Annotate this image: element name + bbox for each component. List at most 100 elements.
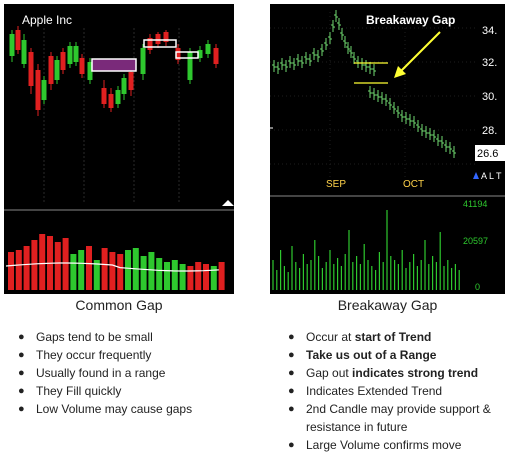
price-label-text: 26.6	[477, 148, 498, 160]
volume-bar	[117, 254, 124, 290]
candle-body	[197, 50, 203, 58]
candle-body	[87, 62, 93, 80]
volume-bar	[93, 260, 100, 290]
gap-box-3	[175, 51, 199, 59]
volume-bar	[78, 250, 85, 290]
breakaway-gap-svg: Breakaway Gap 34.32.30.28. 26.6 SEP OCT …	[270, 10, 505, 292]
price-label-box	[475, 145, 505, 161]
left-caption: Common Gap	[75, 297, 163, 313]
list-item: ● They occur frequently	[18, 348, 152, 362]
right-y-axis-ticks: 34. 32. 30. 28.	[482, 25, 497, 137]
candle-body	[108, 94, 114, 108]
candle-body	[121, 78, 127, 94]
gap-arrow-head	[394, 66, 406, 78]
volume-bar	[156, 258, 163, 290]
breakaway-gap-bullets: ● Occur at start of Trend ● Take us out of…	[280, 328, 508, 454]
left-gap-markers	[91, 39, 199, 72]
candle-body	[54, 60, 60, 80]
candle-body	[79, 58, 85, 74]
corner-label: A L T	[481, 171, 502, 181]
left-candles	[9, 26, 219, 116]
list-item: ● Take us out of a Range	[288, 348, 437, 362]
list-item: ● 2nd Candle may provide support & resist…	[288, 402, 491, 434]
candle-body	[48, 56, 54, 84]
list-item: ● Usually found in a range	[18, 366, 166, 380]
corner-blue-arrow	[473, 172, 479, 179]
common-gap-bullets: ● Gaps tend to be small ● They occur frequ…	[10, 328, 250, 418]
vol-tick-high: 41194	[463, 199, 487, 209]
volume-bar	[164, 262, 170, 290]
left-volume-average	[5, 262, 219, 272]
list-item: ● They Fill quickly	[18, 384, 122, 398]
list-item: ● Large Volume confirms move	[288, 438, 462, 452]
volume-bar	[140, 256, 147, 290]
volume-bar	[15, 250, 22, 290]
candle-body	[28, 52, 34, 86]
volume-bar	[179, 264, 186, 290]
candle-body	[73, 46, 79, 62]
common-gap-svg: Apple Inc	[4, 13, 234, 290]
vol-tick-mid: 20597	[463, 236, 488, 246]
gap-arrow-shaft	[397, 31, 441, 75]
volume-bar	[23, 246, 30, 290]
candle-body	[41, 80, 47, 100]
y-tick-label: 28.	[482, 125, 497, 137]
vol-tick-zero: 0	[475, 282, 480, 292]
candle-body	[21, 40, 27, 64]
volume-bar	[148, 252, 155, 290]
y-tick-label: 30.	[482, 91, 497, 103]
x-tick-sep: SEP	[326, 179, 346, 190]
volume-bar	[187, 266, 194, 290]
volume-bar	[86, 246, 92, 290]
right-caption: Breakaway Gap	[337, 297, 438, 313]
candle-body	[115, 90, 121, 104]
breakaway-gap-chart: Breakaway Gap 34. 32. 30. 28. 26.6 SEP OCT …	[270, 4, 505, 294]
volume-bar	[218, 262, 225, 290]
volume-bar	[125, 250, 131, 290]
left-chart-title: Apple Inc	[22, 13, 72, 27]
list-item: ● Low Volume may cause gaps	[18, 402, 193, 416]
gap-box-1	[91, 58, 137, 72]
right-volume	[272, 210, 460, 290]
list-item: ● Gap out indicates strong trend	[288, 366, 479, 380]
list-item: ● Gaps tend to be small	[18, 330, 153, 344]
candle-body	[140, 48, 146, 74]
volume-bar	[54, 242, 61, 290]
right-chart-title: Breakaway Gap	[366, 13, 455, 27]
gap-box-2	[143, 39, 177, 48]
volume-bar	[203, 264, 209, 290]
candle-body	[147, 38, 153, 50]
volume-bar	[109, 252, 116, 290]
candle-body	[163, 32, 169, 42]
candle-body	[155, 34, 161, 44]
left-volume	[8, 234, 225, 290]
y-tick-label: 32.	[482, 57, 497, 69]
right-grid	[270, 12, 475, 180]
volume-bar	[31, 240, 38, 290]
right-price-series	[272, 10, 456, 158]
candle-body	[15, 30, 21, 50]
candle-body	[205, 44, 211, 54]
candle-body	[101, 88, 107, 104]
candle-body	[67, 46, 73, 64]
volume-bar	[195, 262, 202, 290]
volume-bar	[70, 254, 77, 290]
volume-bar	[8, 252, 14, 290]
common-gap-chart: Apple Inc	[4, 4, 234, 294]
volume-bar	[62, 238, 69, 290]
y-tick-label: 34.	[482, 25, 497, 37]
volume-bar	[39, 234, 46, 290]
candle-body	[175, 48, 181, 60]
volume-bar	[101, 248, 108, 290]
candle-body	[128, 72, 134, 90]
list-item: ● Indicates Extended Trend	[288, 384, 443, 398]
volume-bar	[210, 266, 217, 290]
x-tick-oct: OCT	[403, 179, 424, 190]
volume-bar	[171, 260, 178, 290]
left-scroll-arrow[interactable]	[222, 200, 234, 206]
list-item: ● Occur at start of Trend	[288, 330, 432, 344]
candle-body	[35, 70, 41, 110]
candle-body	[187, 52, 193, 80]
candle-body	[9, 34, 15, 56]
candle-body	[60, 52, 66, 70]
